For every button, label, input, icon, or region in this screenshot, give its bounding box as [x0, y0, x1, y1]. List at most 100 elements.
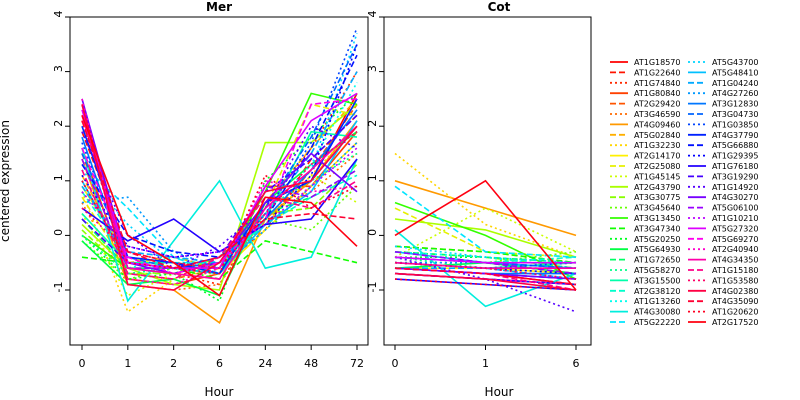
legend-label: AT5G27320 [712, 224, 758, 233]
series-line-mer-at1g20620 [81, 174, 358, 275]
series-line-cot-at4g09460 [394, 180, 577, 237]
legend-label: AT3G12830 [712, 100, 758, 109]
legend-label: AT5G58270 [634, 266, 680, 275]
y-tick-label-mer: 4 [52, 11, 65, 18]
legend-label: AT4G09460 [634, 120, 680, 129]
y-tick-label-mer: 3 [52, 65, 65, 72]
series-line-mer-at4g02380 [81, 104, 358, 291]
legend-label: AT5G02840 [634, 131, 680, 140]
series-line-mer-at1g04240 [81, 71, 358, 264]
legend-label: AT4G27260 [712, 89, 758, 98]
legend-label: AT5G66880 [712, 141, 758, 150]
legend-label: AT5G69270 [712, 235, 758, 244]
y-tick-label-cot: 0 [366, 229, 379, 236]
legend-label: AT4G34350 [712, 256, 758, 265]
legend-label: AT2G29420 [634, 100, 680, 109]
legend-label: AT2G25080 [634, 162, 680, 171]
x-tick-label-mer: 1 [124, 357, 131, 370]
y-tick-label-cot: 3 [366, 65, 379, 72]
legend-label: AT1G45145 [634, 172, 680, 181]
legend-label: AT5G43700 [712, 58, 758, 67]
y-tick-label-mer: 1 [52, 174, 65, 181]
y-tick-label-cot: 4 [366, 11, 379, 18]
x-tick-label-mer: 24 [258, 357, 272, 370]
legend-label: AT3G46590 [634, 110, 680, 119]
y-tick-label-mer: 0 [52, 229, 65, 236]
legend-label: AT2G38120 [634, 287, 680, 296]
legend-label: AT5G20250 [634, 235, 680, 244]
series-line-mer-at1g76180 [81, 158, 358, 253]
legend-label: AT5G22220 [634, 318, 680, 327]
legend-label: AT1G72650 [634, 256, 680, 265]
series-line-cot-at1g53580 [394, 261, 577, 280]
series-line-mer-at5g43700 [81, 33, 358, 270]
legend-label: AT1G53580 [712, 276, 758, 285]
legend-label: AT1G29395 [712, 152, 758, 161]
x-axis-label-cot: Hour [485, 385, 514, 399]
x-tick-label-cot: 0 [392, 357, 399, 370]
legend-label: AT4G35090 [712, 297, 758, 306]
series-line-cot-at5g22220 [394, 185, 577, 258]
series-line-mer-at4g30080 [81, 147, 358, 303]
series-line-cot-at2g17520 [394, 179, 577, 291]
y-axis-label: centered expression [0, 120, 12, 242]
x-tick-label-mer: 0 [79, 357, 86, 370]
series-line-mer-at1g53580 [81, 131, 358, 270]
legend-label: AT3G15500 [634, 276, 680, 285]
legend-label: AT1G80840 [634, 89, 680, 98]
series-line-mer-at4g35090 [81, 120, 358, 270]
legend-label: AT4G30080 [634, 308, 680, 317]
panel-title-mer: Mer [206, 0, 232, 14]
x-tick-label-mer: 72 [350, 357, 364, 370]
legend-label: AT2G17520 [712, 318, 758, 327]
y-tick-label-cot: -1 [366, 282, 379, 293]
panel-title-cot: Cot [488, 0, 511, 14]
legend-label: AT4G02380 [712, 287, 758, 296]
legend-label: AT3G47340 [634, 224, 680, 233]
legend-label: AT1G15180 [712, 266, 758, 275]
series-line-mer-at2g17520 [81, 115, 358, 297]
axes-cot: 0 1 6 -1 0 1 2 3 4 [366, 11, 580, 371]
legend-label: AT1G18570 [634, 58, 680, 67]
y-tick-label-mer: -1 [52, 282, 65, 293]
x-tick-label-mer: 2 [170, 357, 177, 370]
series-line-cot-at5g43700 [394, 245, 577, 264]
legend-label: AT4G37790 [712, 131, 758, 140]
series-line-mer-at5g22220 [81, 125, 358, 275]
y-tick-label-cot: 2 [366, 120, 379, 127]
legend-label: AT5G64930 [634, 245, 680, 254]
legend-label: AT3G30775 [634, 193, 680, 202]
legend-label: AT1G10210 [712, 214, 758, 223]
legend-label: AT2G14170 [634, 152, 680, 161]
series-line-cot-at2g43790 [394, 218, 577, 258]
legend-label: AT5G06100 [712, 204, 758, 213]
x-tick-label-mer: 6 [216, 357, 223, 370]
legend-label: AT1G76180 [712, 162, 758, 171]
x-tick-label-cot: 1 [482, 357, 489, 370]
series-line-mer-at1g10210 [81, 147, 358, 259]
legend-label: AT1G03850 [712, 120, 758, 129]
series-lines-cot [394, 152, 577, 313]
x-axis-label-mer: Hour [205, 385, 234, 399]
axes-mer: 0 1 2 6 24 48 72 -1 0 1 2 3 4 [52, 11, 364, 371]
legend-label: AT2G40940 [712, 245, 758, 254]
series-line-cot-at1g32230 [394, 152, 577, 258]
series-line-mer-at4g34350 [81, 115, 358, 280]
legend-label: AT3G13450 [634, 214, 680, 223]
panel-cot: Cot Hour 0 1 6 -1 0 1 2 3 4 [366, 0, 592, 399]
legend-label: AT1G22640 [634, 68, 680, 77]
legend-label: AT5G48410 [712, 68, 758, 77]
legend-label: AT1G32230 [634, 141, 680, 150]
legend-label: AT1G74840 [634, 79, 680, 88]
series-line-cot-at4g02380 [394, 272, 577, 291]
series-line-cot-at1g20620 [394, 278, 577, 291]
legend-label: AT3G04730 [712, 110, 758, 119]
legend-label: AT3G19290 [712, 172, 758, 181]
series-line-cot-at4g35090 [394, 267, 577, 286]
legend-label: AT2G43790 [634, 183, 680, 192]
series-line-cot-at5g27320 [394, 256, 576, 264]
legend-label: AT1G04240 [712, 79, 758, 88]
legend-label: AT1G20620 [712, 308, 758, 317]
